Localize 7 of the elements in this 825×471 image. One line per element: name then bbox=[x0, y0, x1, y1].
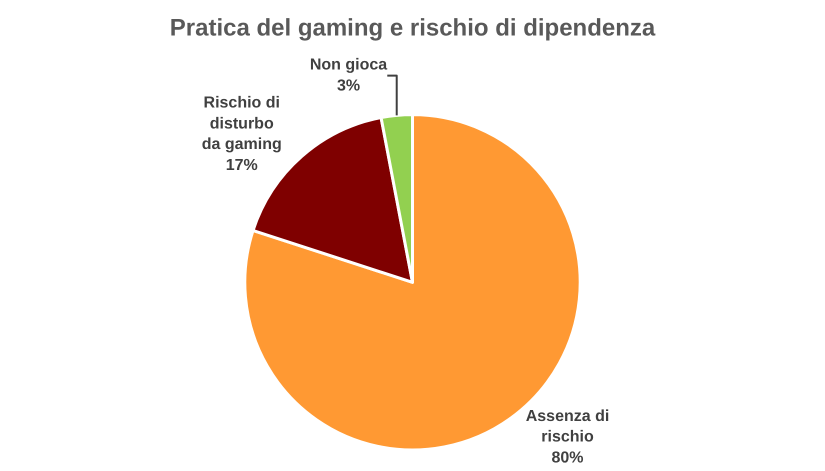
slice-label: Rischio di disturbo da gaming bbox=[202, 94, 282, 154]
data-label: 3% bbox=[336, 77, 360, 94]
data-label: 17% bbox=[226, 156, 258, 174]
slice-label: Non gioca bbox=[310, 56, 388, 74]
slice-label: Assenza di rischio bbox=[526, 408, 610, 446]
data-label: 80% bbox=[552, 449, 584, 466]
chart-title: Pratica del gaming e rischio di dipendenza bbox=[170, 14, 656, 42]
